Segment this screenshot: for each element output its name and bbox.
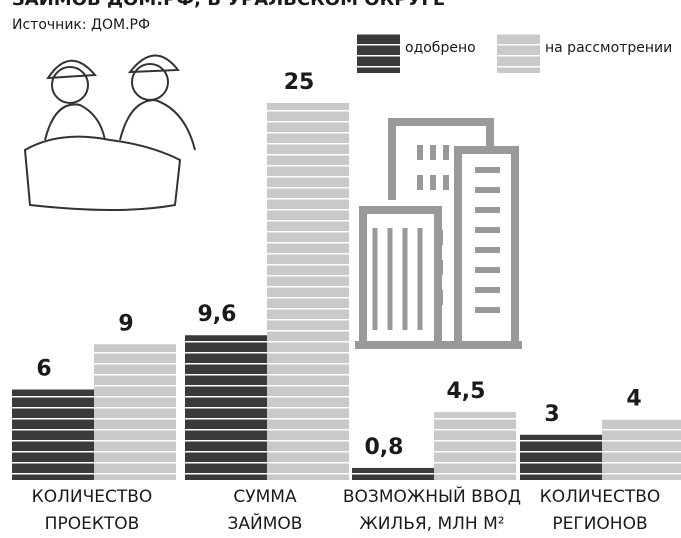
- value-label: 4: [626, 387, 641, 412]
- bar: [185, 335, 267, 480]
- value-label: 6: [36, 357, 51, 382]
- x-tick-label: КОЛИЧЕСТВО: [32, 487, 153, 507]
- x-tick-label: ЖИЛЬЯ, МЛН М²: [359, 514, 504, 534]
- workers-illustration: [23, 54, 196, 211]
- x-tick-label: РЕГИОНОВ: [552, 514, 647, 534]
- legend-swatch: [497, 33, 540, 73]
- legend-label: на рассмотрении: [545, 40, 672, 56]
- building-illustration: [355, 118, 522, 349]
- value-label: 9: [118, 311, 133, 336]
- value-label: 3: [544, 402, 559, 427]
- bar: [267, 103, 349, 480]
- legend-label: одобрено: [405, 40, 476, 56]
- value-label: 4,5: [447, 379, 486, 404]
- value-label: 25: [284, 70, 315, 95]
- bar: [352, 467, 434, 480]
- chart-subtitle: Источник: ДОМ.РФ: [12, 17, 150, 33]
- value-label: 9,6: [198, 302, 237, 327]
- x-tick-label: СУММА: [233, 487, 297, 507]
- x-tick-label: КОЛИЧЕСТВО: [540, 487, 661, 507]
- legend-swatch: [357, 33, 400, 73]
- bar: [520, 434, 602, 480]
- chart-title: ЗАЙМОВ ДОМ.РФ, В УРАЛЬСКОМ ОКРУГЕ: [12, 0, 445, 10]
- x-tick-label: ЗАЙМОВ: [228, 512, 303, 534]
- value-label: 0,8: [365, 435, 404, 460]
- x-tick-label: ПРОЕКТОВ: [45, 514, 140, 534]
- bar: [94, 344, 176, 480]
- bar: [602, 419, 681, 480]
- x-tick-label: ВОЗМОЖНЫЙ ВВОД: [343, 485, 521, 507]
- bar: [12, 389, 94, 480]
- bar: [434, 412, 516, 480]
